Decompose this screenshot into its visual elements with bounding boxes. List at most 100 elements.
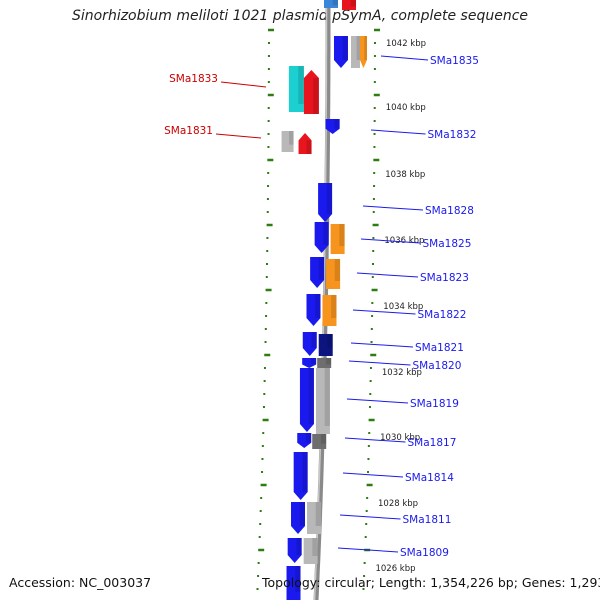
kbp-label: 1042 kbp <box>386 39 426 49</box>
kbp-label: 1026 kbp <box>375 564 415 574</box>
label-leader-line <box>220 81 267 88</box>
gene-arrow <box>281 131 294 152</box>
gene-arrow <box>288 66 304 112</box>
gene-shade <box>289 131 294 145</box>
gene-shade <box>299 502 306 526</box>
gene-arrow <box>322 295 337 326</box>
gene-shade <box>306 140 312 154</box>
gene-arrow <box>359 36 367 68</box>
gene-arrow <box>330 224 345 254</box>
gene-shade <box>315 294 321 318</box>
gene-label: SMa1814 <box>405 472 454 484</box>
gene-arrow <box>303 70 319 114</box>
gene-arrow <box>317 358 332 368</box>
gene-shade <box>313 78 319 114</box>
gene-arrow <box>315 368 330 434</box>
gene-label: SMa1832 <box>428 129 477 141</box>
gene-arrow <box>297 433 312 448</box>
gene-arrow <box>307 502 322 534</box>
gene-shade <box>332 0 338 6</box>
label-leader-line <box>348 360 411 366</box>
gene-shade <box>296 538 302 555</box>
label-leader-line <box>362 205 424 211</box>
gene-arrow <box>318 183 333 222</box>
gene-label: SMa1835 <box>430 55 479 67</box>
gene-label: SMa1831 <box>164 125 213 137</box>
gene-arrow <box>350 36 360 68</box>
gene-label: SMa1817 <box>408 437 457 449</box>
label-leader-line <box>356 272 419 278</box>
gene-shade <box>331 295 337 318</box>
gene-arrow <box>303 538 318 564</box>
kbp-label: 1030 kbp <box>380 433 420 443</box>
gene-shade <box>311 332 317 348</box>
gene-shade <box>310 358 317 365</box>
gene-arrow <box>287 538 302 563</box>
gene-arrow <box>291 502 306 534</box>
gene-arrow <box>326 259 341 289</box>
gene-arrow <box>341 0 356 10</box>
kbp-label: 1028 kbp <box>378 499 418 509</box>
gene-shade <box>350 0 356 7</box>
gene-shade <box>324 368 330 426</box>
gene-shade <box>356 36 360 60</box>
gene-arrow <box>318 334 333 356</box>
gene-shade <box>320 434 327 444</box>
kbp-label: 1036 kbp <box>384 236 424 246</box>
map-title: Sinorhizobium meliloti 1021 plasmid pSym… <box>71 8 529 24</box>
gene-label: SMa1809 <box>400 547 449 559</box>
gene-shade <box>326 183 333 214</box>
label-leader-line <box>339 514 401 520</box>
gene-shade <box>325 358 332 365</box>
gene-shade <box>323 222 329 245</box>
label-leader-line <box>346 398 409 404</box>
label-leader-line <box>360 238 421 244</box>
gene-arrow <box>298 133 312 154</box>
gene-arrow <box>333 36 348 68</box>
tick-marks: 1042 kbp 1040 kbp 1038 kbp 1036 kbp 1034 kbp… <box>256 28 426 590</box>
label-leader-line <box>350 342 414 348</box>
gene-arrow <box>325 119 340 134</box>
gene-arrow <box>299 368 314 432</box>
gene-label: SMa1823 <box>420 272 469 284</box>
gene-shade <box>308 368 314 424</box>
gene-arrow <box>293 452 308 500</box>
kbp-label: 1034 kbp <box>383 302 423 312</box>
gene-arrow <box>310 257 325 288</box>
gene-shade <box>302 452 308 492</box>
label-leader-line <box>352 309 416 315</box>
gene-shade <box>295 566 301 592</box>
gene-shade <box>312 538 318 556</box>
gene-arrow <box>286 566 301 600</box>
gene-shade <box>305 433 312 443</box>
gene-shade <box>364 36 367 60</box>
gene-shade <box>339 224 345 246</box>
kbp-label: 1040 kbp <box>386 103 426 113</box>
gene-shade <box>334 119 340 129</box>
gene-label: SMa1820 <box>413 360 462 372</box>
gene-shade <box>298 66 304 104</box>
gene-shade <box>315 502 322 526</box>
gene-arrow <box>312 434 327 449</box>
accession-text: Accession: NC_003037 <box>9 575 152 590</box>
gene-label: SMa1819 <box>410 398 459 410</box>
gene-arrow <box>323 0 338 8</box>
gene-shade <box>342 36 348 60</box>
kbp-label: 1032 kbp <box>382 368 422 378</box>
gene-label: SMa1828 <box>425 205 474 217</box>
gene-shade <box>334 259 341 281</box>
gene-features <box>281 0 367 600</box>
gene-label: SMa1811 <box>403 514 452 526</box>
gene-label: SMa1821 <box>415 342 464 354</box>
gene-arrow <box>302 332 317 356</box>
label-leader-line <box>344 437 406 443</box>
label-leader-line <box>342 472 404 478</box>
gene-arrow <box>306 294 321 326</box>
gene-label: SMa1822 <box>418 309 467 321</box>
label-leader-line <box>370 129 426 135</box>
gene-shade <box>318 257 325 280</box>
gene-labels: SMa1835 SMa1832 SMa1828 SMa1825 SMa1823 SMa18… <box>164 55 479 559</box>
gene-label: SMa1825 <box>423 238 472 250</box>
topology-summary: Topology: circular; Length: 1,354,226 bp… <box>262 575 600 590</box>
